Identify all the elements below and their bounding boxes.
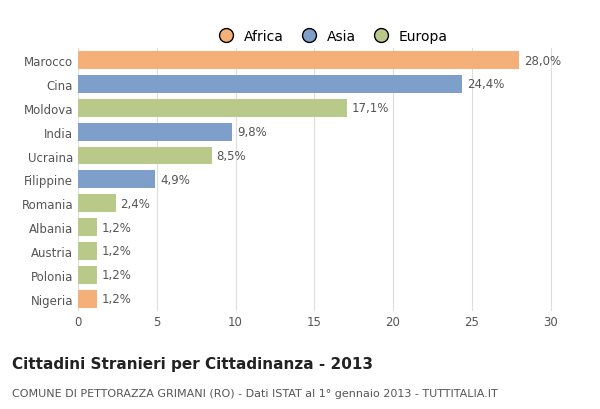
Bar: [78, 290, 97, 308]
Bar: [78, 124, 232, 141]
Bar: [78, 266, 97, 284]
Text: 4,9%: 4,9%: [160, 173, 190, 187]
Bar: [78, 243, 97, 260]
Bar: [78, 76, 462, 94]
Bar: [78, 219, 97, 236]
Text: 1,2%: 1,2%: [101, 269, 131, 282]
Text: 9,8%: 9,8%: [237, 126, 267, 139]
Text: COMUNE DI PETTORAZZA GRIMANI (RO) - Dati ISTAT al 1° gennaio 2013 - TUTTITALIA.I: COMUNE DI PETTORAZZA GRIMANI (RO) - Dati…: [12, 389, 498, 398]
Text: 1,2%: 1,2%: [101, 292, 131, 306]
Text: 17,1%: 17,1%: [352, 102, 389, 115]
Text: 8,5%: 8,5%: [217, 150, 246, 163]
Text: 2,4%: 2,4%: [121, 197, 151, 210]
Bar: [78, 147, 212, 165]
Bar: [78, 195, 116, 213]
Legend: Africa, Asia, Europa: Africa, Asia, Europa: [206, 25, 454, 49]
Text: 24,4%: 24,4%: [467, 78, 505, 91]
Text: 28,0%: 28,0%: [524, 54, 561, 67]
Bar: [78, 171, 155, 189]
Text: 1,2%: 1,2%: [101, 245, 131, 258]
Bar: [78, 52, 519, 70]
Text: Cittadini Stranieri per Cittadinanza - 2013: Cittadini Stranieri per Cittadinanza - 2…: [12, 356, 373, 371]
Bar: [78, 100, 347, 117]
Text: 1,2%: 1,2%: [101, 221, 131, 234]
